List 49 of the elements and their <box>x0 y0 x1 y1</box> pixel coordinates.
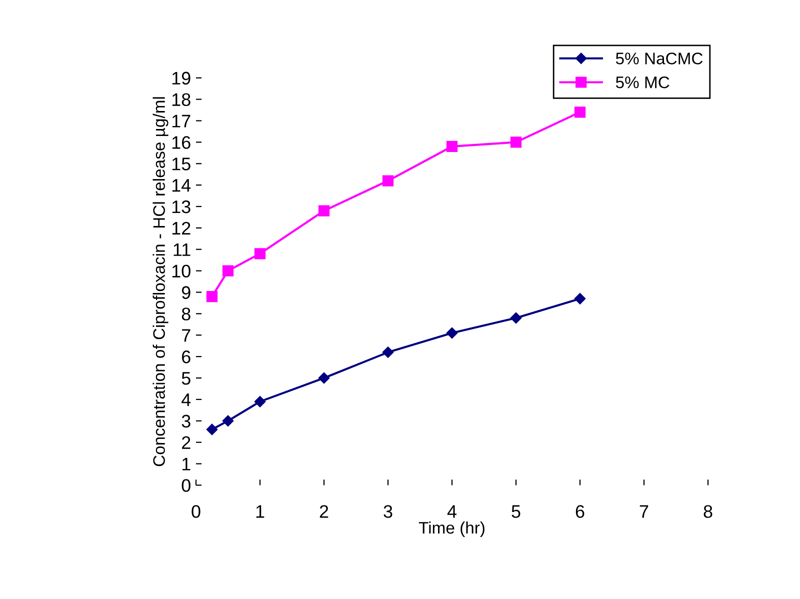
x-tick-label: 8 <box>704 505 712 518</box>
point <box>574 106 586 118</box>
point <box>254 248 266 260</box>
y-tick-label: 14 <box>172 179 191 192</box>
y-tick-label: 15 <box>172 158 190 170</box>
x-tick-label: 7 <box>640 505 648 518</box>
y-tick-label: 8 <box>182 308 190 320</box>
point <box>510 136 522 148</box>
point <box>574 293 586 304</box>
x-tick-label: 6 <box>576 505 584 518</box>
point <box>382 346 394 358</box>
point <box>206 424 218 436</box>
x-axis-title: Time (hr) <box>418 521 484 537</box>
y-tick-label: 6 <box>182 350 190 364</box>
y-axis-title: Concentration of Ciprofloxacin - HCl release µg/ml <box>152 97 168 466</box>
point <box>254 396 266 408</box>
y-tick-label: 5 <box>182 372 190 385</box>
x-tick-label: 2 <box>320 505 328 518</box>
y-tick-label: 9 <box>182 286 190 299</box>
y-tick-label: 17 <box>172 114 190 128</box>
point <box>318 205 330 216</box>
x-tick-label: 4 <box>447 505 456 518</box>
y-tick-label: 4 <box>182 394 191 406</box>
x-tick-label: 1 <box>256 505 264 518</box>
legend-label: 5% NaCMC <box>616 52 703 64</box>
x-tick-label: 3 <box>384 505 392 518</box>
point <box>446 327 458 339</box>
x-tick-label: 0 <box>192 505 200 518</box>
point <box>446 140 458 152</box>
y-tick-label: 7 <box>182 329 190 342</box>
point <box>222 415 234 426</box>
point <box>318 372 330 384</box>
y-tick-label: 10 <box>172 264 190 278</box>
point <box>510 312 522 324</box>
y-tick-label: 11 <box>174 243 190 256</box>
y-tick-label: 19 <box>172 72 190 85</box>
y-tick-label: 12 <box>172 222 190 234</box>
y-tick-label: 2 <box>182 436 190 449</box>
legend-label: 5% MC <box>616 76 670 88</box>
y-tick-label: 0 <box>182 479 190 492</box>
point <box>382 175 394 186</box>
x-tick-label: 5 <box>512 505 520 518</box>
y-tick-label: 16 <box>172 136 190 149</box>
y-tick-label: 3 <box>182 414 190 428</box>
y-tick-label: 13 <box>172 200 190 214</box>
point <box>222 265 234 276</box>
y-tick-label: 18 <box>172 93 190 106</box>
point <box>206 290 218 302</box>
y-tick-label: 1 <box>182 458 190 470</box>
